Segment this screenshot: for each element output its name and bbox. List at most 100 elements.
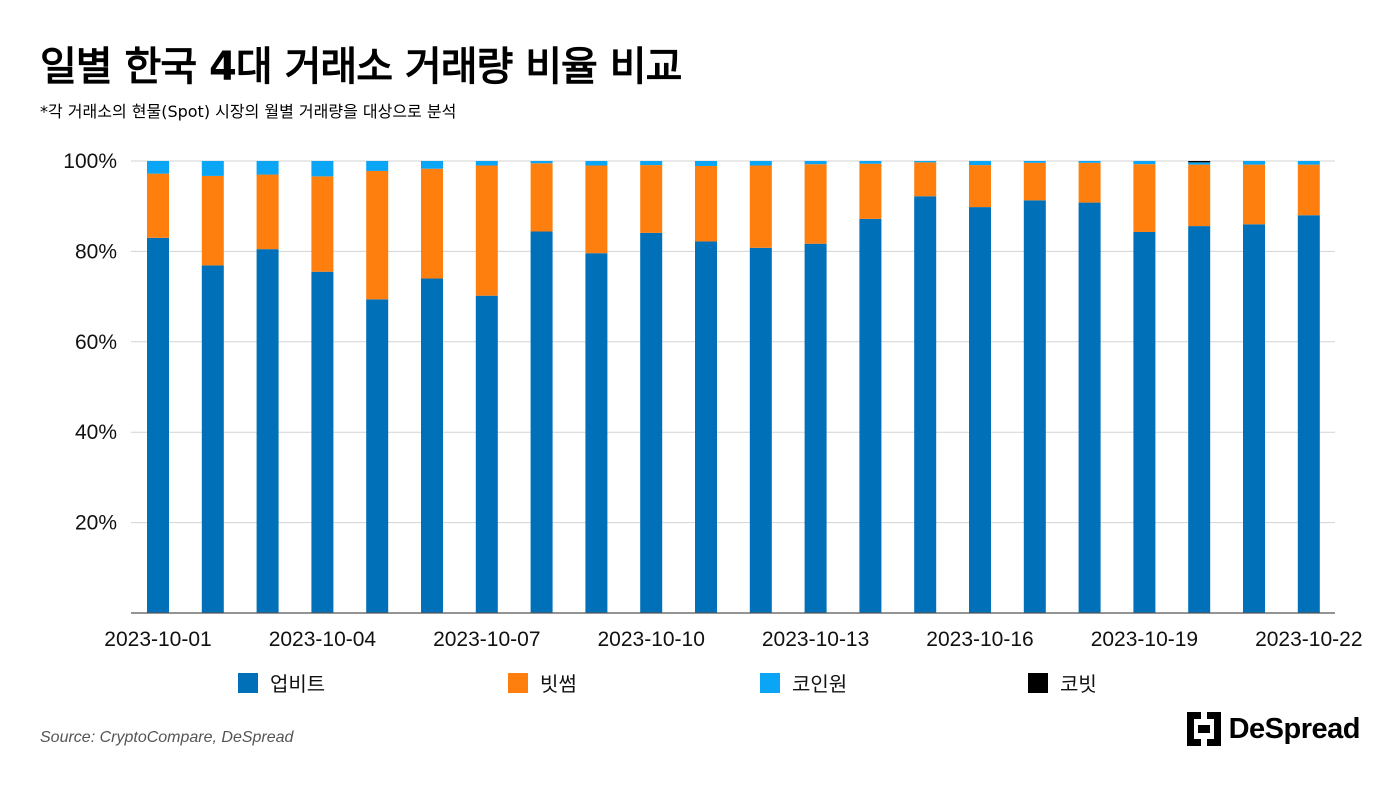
bar-segment-upbit (1243, 224, 1265, 613)
bar-segment-coinone (1243, 161, 1265, 165)
bar-segment-bithumb (695, 165, 717, 242)
bar-segment-korbit (1188, 161, 1211, 163)
bar-segment-upbit (585, 253, 608, 613)
bar-segment-upbit (147, 237, 169, 613)
bar-segment-bithumb (475, 165, 498, 296)
x-tick-label: 2023-10-01 (104, 628, 211, 651)
bar-segment-bithumb (859, 163, 882, 219)
bar-segment-bithumb (1023, 162, 1046, 201)
legend-label-upbit: 업비트 (270, 672, 326, 696)
bar-segment-coinone (1297, 161, 1320, 165)
legend-label-korbit: 코빗 (1060, 672, 1097, 696)
legend-swatch-coinone (760, 672, 780, 693)
bar-segment-upbit (201, 265, 224, 613)
x-tick-label: 2023-10-22 (1255, 628, 1362, 651)
legend-label-bithumb: 빗썸 (540, 672, 577, 696)
chart-legend: 업비트 빗썸 코인원 코빗 (0, 668, 1400, 697)
bar-segment-upbit (366, 299, 389, 613)
y-tick-label: 20% (75, 512, 117, 535)
bar-segment-upbit (695, 241, 717, 613)
bar-segment-upbit (311, 271, 334, 613)
bar-segment-coinone (914, 161, 937, 163)
despread-logo-icon (1186, 712, 1221, 746)
x-tick-label: 2023-10-13 (762, 628, 869, 651)
bar-segment-coinone (1188, 162, 1211, 165)
legend-item-bithumb: 빗썸 (508, 668, 577, 697)
bar-segment-coinone (585, 161, 608, 166)
legend-label-coinone: 코인원 (792, 672, 848, 696)
bar-segment-bithumb (1297, 164, 1320, 216)
bar-segment-upbit (914, 196, 937, 614)
bar-segment-bithumb (640, 165, 663, 233)
source-note: Source: CryptoCompare, DeSpread (40, 729, 294, 746)
bar-segment-upbit (1133, 231, 1156, 614)
bar-segment-coinone (475, 161, 498, 166)
bar-segment-upbit (749, 247, 772, 613)
bar-segment-bithumb (147, 173, 169, 238)
bar-segment-bithumb (969, 165, 991, 208)
bar-segment-bithumb (1078, 162, 1101, 203)
x-tick-label: 2023-10-16 (926, 628, 1033, 651)
bar-segment-bithumb (421, 168, 443, 279)
bar-segment-upbit (1023, 200, 1046, 613)
bar-segment-bithumb (585, 165, 608, 254)
bar-segment-bithumb (914, 162, 937, 197)
y-tick-label: 80% (75, 240, 117, 263)
chart-title: 일별 한국 4대 거래소 거래량 비율 비교 (40, 44, 682, 90)
bar-segment-bithumb (311, 176, 334, 272)
bar-segment-bithumb (804, 164, 827, 244)
legend-item-upbit: 업비트 (238, 668, 325, 697)
x-tick-label: 2023-10-04 (269, 628, 377, 651)
legend-swatch-korbit (1028, 672, 1048, 693)
bar-segment-bithumb (256, 174, 279, 250)
brand-name: DeSpread (1228, 712, 1361, 745)
bar-segment-coinone (421, 161, 443, 169)
bar-segment-upbit (1078, 202, 1101, 614)
bar-segment-upbit (1297, 215, 1320, 614)
y-tick-label: 60% (75, 331, 117, 354)
chart-subtitle: *각 거래소의 현물(Spot) 시장의 월별 거래량을 대상으로 분석 (40, 102, 457, 121)
bar-segment-upbit (859, 218, 882, 613)
bar-segment-coinone (311, 161, 334, 177)
legend-swatch-bithumb (508, 672, 528, 693)
bar-segment-upbit (804, 243, 827, 613)
bar-segment-upbit (640, 232, 663, 614)
bar-segment-coinone (695, 161, 717, 166)
bar-segment-upbit (256, 249, 279, 613)
x-tick-label: 2023-10-10 (597, 628, 704, 651)
bar-segment-bithumb (1188, 164, 1211, 227)
legend-item-coinone: 코인원 (760, 668, 847, 697)
bar-segment-bithumb (1133, 164, 1156, 232)
bar-segment-coinone (969, 161, 991, 166)
bar-segment-coinone (749, 161, 772, 166)
bar-segment-bithumb (1243, 164, 1265, 225)
bar-segment-upbit (1188, 226, 1211, 613)
bar-segment-bithumb (201, 175, 224, 266)
bar-segment-upbit (475, 295, 498, 613)
legend-item-korbit: 코빗 (1028, 668, 1097, 697)
bar-segment-bithumb (530, 163, 553, 232)
bar-segment-coinone (1023, 161, 1046, 163)
bar-segment-coinone (530, 161, 553, 164)
bar-segment-coinone (256, 161, 279, 175)
bar-segment-coinone (640, 161, 663, 166)
brand-logo: DeSpread (1186, 712, 1361, 746)
bar-segment-bithumb (366, 170, 389, 300)
bar-segment-coinone (804, 161, 827, 165)
bar-segment-upbit (530, 231, 553, 613)
bar-segment-coinone (201, 161, 224, 176)
legend-swatch-upbit (238, 672, 258, 693)
bar-segment-coinone (859, 161, 882, 164)
bar-segment-coinone (1078, 161, 1101, 163)
y-tick-label: 40% (75, 421, 117, 444)
bar-segment-coinone (1133, 161, 1156, 165)
x-tick-label: 2023-10-07 (433, 628, 540, 651)
bar-segment-upbit (421, 278, 443, 613)
bar-segment-upbit (969, 207, 991, 613)
bar-segment-coinone (147, 161, 169, 174)
bar-segment-coinone (366, 161, 389, 171)
x-tick-label: 2023-10-19 (1091, 628, 1198, 651)
bar-segment-bithumb (749, 165, 772, 248)
y-tick-label: 100% (63, 150, 117, 173)
